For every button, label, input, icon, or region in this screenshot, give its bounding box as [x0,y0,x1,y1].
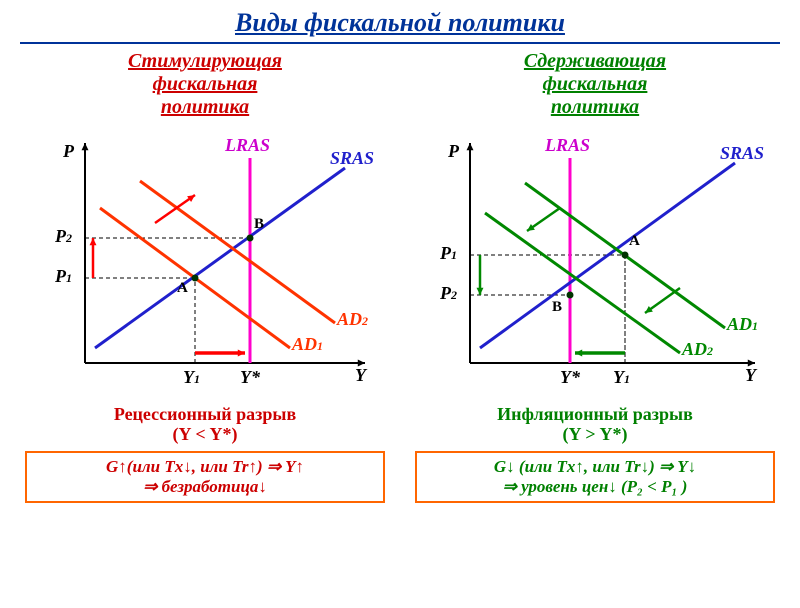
right-subtitle: Сдерживающаяфискальнаяполитика [524,50,666,119]
left-chart: PYLRASSRASAD1AD2P1P2Y1Y*AB [25,123,385,403]
title-underline [20,42,780,44]
left-panel: Стимулирующаяфискальнаяполитика PYLRASSR… [15,50,395,503]
left-formula-box: G↑(или Tx↓, или Tr↑) ⇒ Y↑⇒ безработица↓ [25,451,385,504]
panels-container: Стимулирующаяфискальнаяполитика PYLRASSR… [0,50,800,503]
page-title: Виды фискальной политики [0,8,800,38]
right-chart: PYLRASSRASAD1AD2P1P2Y1Y*AB [415,123,775,403]
left-gap-label: Рецессионный разрыв(Y < Y*) [114,405,296,445]
right-panel: Сдерживающаяфискальнаяполитика PYLRASSRA… [405,50,785,503]
right-gap-label: Инфляционный разрыв(Y > Y*) [497,405,693,445]
right-formula-box: G↓ (или Tx↑, или Tr↓) ⇒ Y↓⇒ уровень цен↓… [415,451,775,504]
left-subtitle: Стимулирующаяфискальнаяполитика [128,50,282,119]
